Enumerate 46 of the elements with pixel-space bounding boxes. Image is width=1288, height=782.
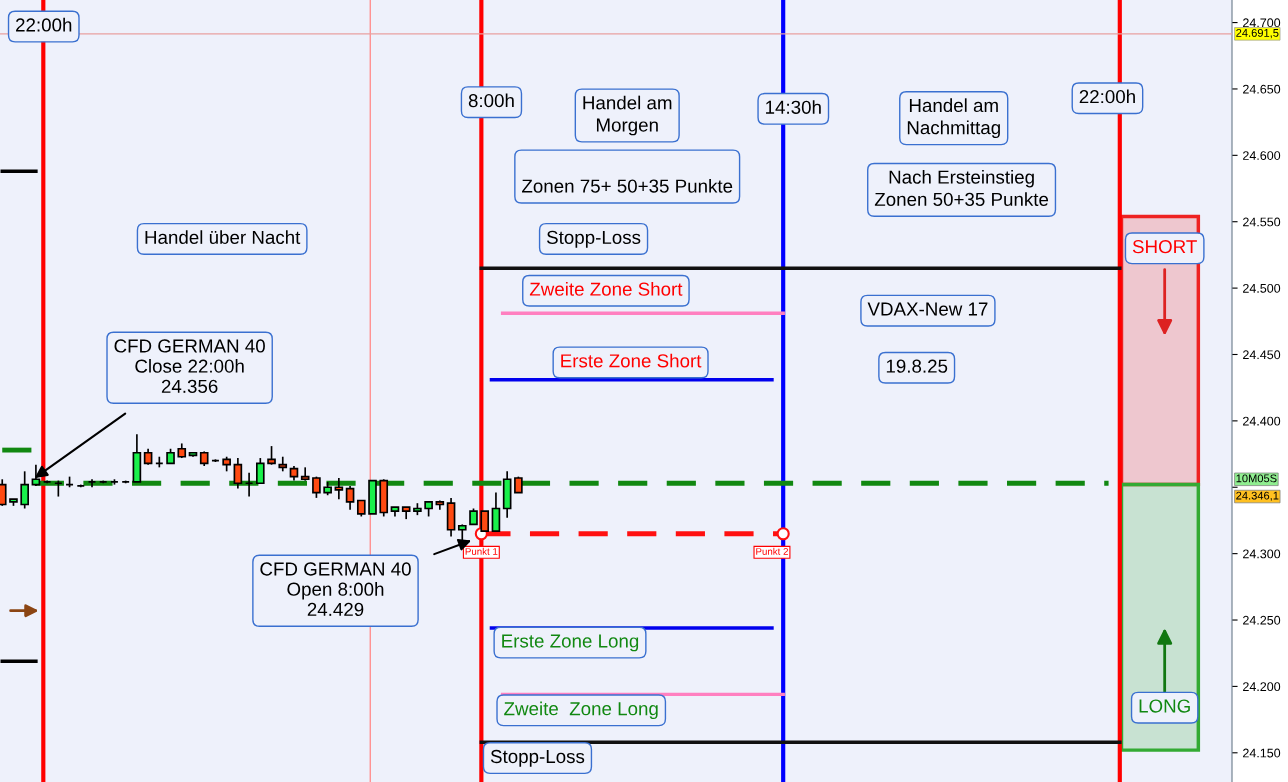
y-tick-label: 24.450: [1243, 350, 1281, 360]
candlestick: [480, 510, 490, 532]
candlestick: [491, 491, 501, 532]
annotation: Handel am Morgen: [583, 95, 672, 136]
y-tick-label: 24.150: [1243, 748, 1281, 758]
text: 10M05S: [1236, 474, 1277, 483]
y-tick-label: 24.650: [1243, 84, 1281, 94]
annotation: 22:00h: [16, 17, 72, 32]
annotation: Punkt 1: [465, 547, 498, 555]
candlestick: [267, 445, 276, 466]
y-tick-label: 24.300: [1243, 549, 1281, 559]
y-tick-label: 24.500: [1243, 283, 1281, 293]
annotation: 14:30h: [766, 100, 821, 114]
candlestick: [255, 457, 265, 485]
y-tick-label: 24.250: [1243, 615, 1281, 625]
candlestick: [345, 485, 355, 511]
annotation: Zweite Zone Long: [504, 701, 658, 720]
annotation: Punkt 2: [756, 547, 788, 555]
annotation: Nach Ersteinstieg Zonen 50+35 Punkte: [874, 170, 1049, 207]
candlestick: [334, 477, 344, 501]
annotation: Stopp-Loss: [490, 749, 585, 767]
annotation: VDAX-New 17: [867, 302, 988, 316]
y-tick-label: 24.600: [1243, 151, 1281, 160]
annotation: 19.8.25: [886, 359, 948, 373]
y-tick-label: 24.200: [1243, 682, 1281, 692]
annotation: 8:00h: [468, 93, 514, 108]
annotation: 22:00h: [1079, 89, 1135, 104]
annotation: Handel am Nachmittag: [907, 98, 1000, 139]
text: 24.346,1: [1236, 491, 1279, 501]
annotation: Erste Zone Short: [561, 353, 702, 368]
y-tick-label: 24.400: [1243, 416, 1281, 426]
annotation: Erste Zone Long: [502, 634, 639, 652]
ref-line-label: 24.691,5: [1236, 28, 1279, 39]
annotation: LONG: [1139, 699, 1190, 713]
annotation: Zonen 75+ 50+35 Punkte: [522, 178, 733, 193]
annotation: Zweite Zone Short: [529, 282, 683, 296]
candlestick: [233, 457, 243, 490]
candlestick: [20, 470, 29, 510]
candlestick: [300, 466, 310, 482]
y-tick-label: 24.700: [1243, 18, 1281, 28]
y-tick-label: 24.550: [1243, 217, 1281, 227]
annotation: Stopp-Loss: [546, 230, 641, 248]
annotation: Handel über Nacht: [145, 230, 301, 245]
annotation: CFD GERMAN 40 Close 22:00h 24.356: [114, 339, 265, 393]
annotation: CFD GERMAN 40 Open 8:00h 24.429: [260, 562, 411, 617]
annotation: SHORT: [1132, 240, 1197, 254]
